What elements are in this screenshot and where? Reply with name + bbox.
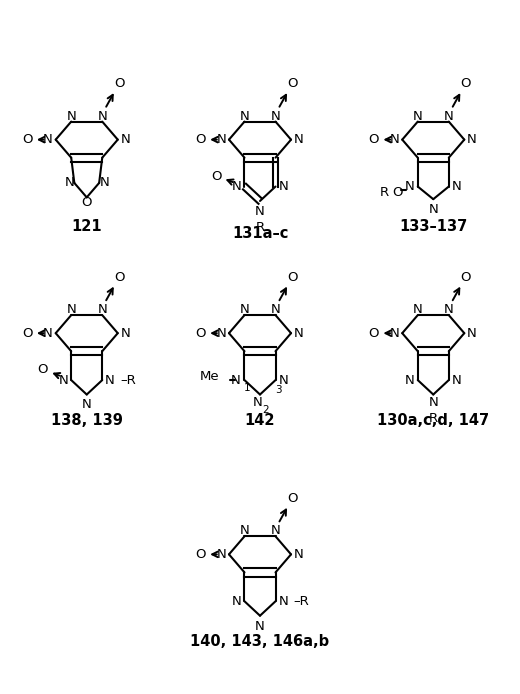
Text: N: N bbox=[413, 110, 423, 123]
Text: O: O bbox=[288, 271, 298, 284]
Text: N: N bbox=[278, 180, 288, 193]
Text: O: O bbox=[461, 271, 471, 284]
Text: N: N bbox=[294, 133, 304, 146]
Text: N: N bbox=[294, 327, 304, 339]
Text: O: O bbox=[196, 133, 206, 146]
Text: N: N bbox=[270, 303, 280, 316]
Text: N: N bbox=[452, 373, 461, 387]
Text: N: N bbox=[270, 110, 280, 123]
Text: N: N bbox=[444, 110, 453, 123]
Text: N: N bbox=[232, 595, 242, 608]
Text: N: N bbox=[444, 303, 453, 316]
Text: N: N bbox=[389, 133, 399, 146]
Text: N: N bbox=[428, 396, 438, 409]
Text: R: R bbox=[255, 221, 265, 234]
Text: N: N bbox=[97, 110, 107, 123]
Text: N: N bbox=[43, 327, 53, 339]
Text: N: N bbox=[43, 133, 53, 146]
Text: N: N bbox=[405, 180, 415, 193]
Text: 138, 139: 138, 139 bbox=[51, 413, 123, 428]
Text: O: O bbox=[211, 169, 222, 183]
Text: N: N bbox=[240, 303, 250, 316]
Text: N: N bbox=[216, 133, 226, 146]
Text: O: O bbox=[114, 77, 125, 90]
Text: O: O bbox=[114, 271, 125, 284]
Text: N: N bbox=[413, 303, 423, 316]
Text: N: N bbox=[405, 373, 415, 387]
Text: 140, 143, 146a,b: 140, 143, 146a,b bbox=[190, 634, 330, 649]
Text: N: N bbox=[82, 398, 92, 412]
Text: N: N bbox=[452, 180, 461, 193]
Text: O: O bbox=[22, 133, 32, 146]
Text: N: N bbox=[97, 303, 107, 316]
Text: 130a,c,d, 147: 130a,c,d, 147 bbox=[377, 413, 489, 428]
Text: O: O bbox=[196, 548, 206, 561]
Text: N: N bbox=[216, 548, 226, 561]
Text: N: N bbox=[99, 176, 109, 189]
Text: Me: Me bbox=[200, 370, 219, 383]
Text: N: N bbox=[240, 110, 250, 123]
Text: N: N bbox=[64, 176, 74, 189]
Text: N: N bbox=[255, 620, 265, 632]
Text: 1: 1 bbox=[244, 383, 251, 393]
Text: N: N bbox=[255, 205, 265, 218]
Text: N: N bbox=[253, 396, 262, 409]
Text: O: O bbox=[369, 133, 379, 146]
Text: N: N bbox=[230, 373, 240, 387]
Text: O: O bbox=[288, 77, 298, 90]
Text: 2: 2 bbox=[262, 405, 268, 415]
Text: N: N bbox=[216, 327, 226, 339]
Text: 133–137: 133–137 bbox=[399, 219, 467, 234]
Text: 131a–c: 131a–c bbox=[232, 226, 288, 241]
Text: R: R bbox=[380, 185, 388, 198]
Text: 3: 3 bbox=[275, 385, 281, 396]
Text: N: N bbox=[67, 303, 76, 316]
Text: O: O bbox=[37, 363, 47, 376]
Text: N: N bbox=[121, 133, 131, 146]
Text: O: O bbox=[369, 327, 379, 339]
Text: O: O bbox=[288, 492, 298, 505]
Text: N: N bbox=[105, 373, 115, 387]
Text: –R: –R bbox=[294, 595, 309, 608]
Text: N: N bbox=[428, 203, 438, 216]
Text: R: R bbox=[428, 412, 438, 425]
Text: N: N bbox=[67, 110, 76, 123]
Text: O: O bbox=[461, 77, 471, 90]
Text: –R: –R bbox=[120, 373, 136, 387]
Text: N: N bbox=[232, 180, 242, 193]
Text: 121: 121 bbox=[71, 219, 102, 234]
Text: N: N bbox=[389, 327, 399, 339]
Text: O: O bbox=[22, 327, 32, 339]
Text: N: N bbox=[121, 327, 131, 339]
Text: N: N bbox=[467, 327, 477, 339]
Text: N: N bbox=[59, 373, 68, 387]
Text: 142: 142 bbox=[245, 413, 275, 428]
Text: O: O bbox=[392, 185, 402, 198]
Text: N: N bbox=[278, 373, 288, 387]
Text: N: N bbox=[278, 595, 288, 608]
Text: O: O bbox=[196, 327, 206, 339]
Text: N: N bbox=[240, 524, 250, 537]
Text: O: O bbox=[82, 196, 92, 210]
Text: N: N bbox=[270, 524, 280, 537]
Text: N: N bbox=[467, 133, 477, 146]
Text: N: N bbox=[294, 548, 304, 561]
